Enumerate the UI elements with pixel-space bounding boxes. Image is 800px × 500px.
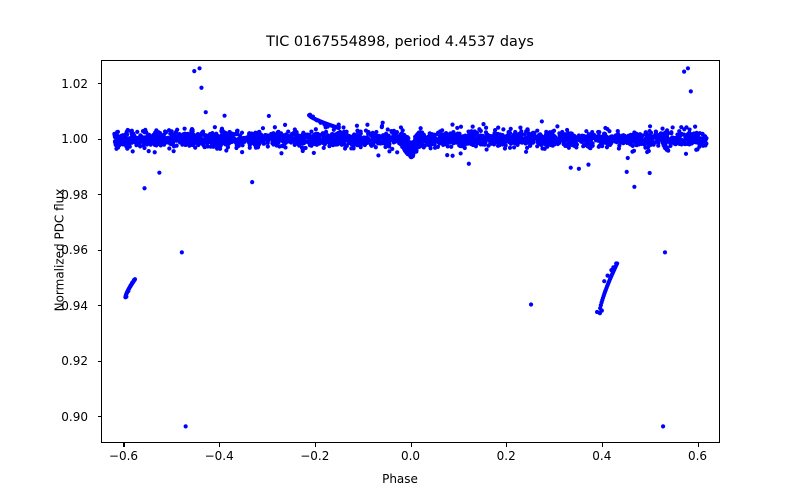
- y-tick-label: 0.90: [61, 409, 88, 424]
- y-tick-label: 0.94: [61, 298, 88, 313]
- x-tick-mark: [314, 443, 316, 447]
- y-tick-label: 1.02: [61, 76, 88, 91]
- x-tick-label: 0.4: [592, 449, 612, 463]
- x-tick-mark: [601, 443, 603, 447]
- scatter-plot-canvas: [101, 60, 720, 443]
- x-tick-label: 0.2: [496, 449, 516, 463]
- y-tick-mark: [97, 138, 101, 140]
- y-tick-label: 0.96: [61, 243, 88, 258]
- chart-title: TIC 0167554898, period 4.4537 days: [266, 34, 534, 50]
- x-axis-label: Phase: [382, 472, 418, 486]
- x-tick-label: 0.6: [687, 449, 708, 463]
- y-tick-mark: [97, 305, 101, 307]
- x-tick-mark: [410, 443, 412, 447]
- x-tick-label: −0.4: [204, 449, 234, 463]
- y-tick-mark: [97, 194, 101, 196]
- y-tick-label: 0.98: [61, 187, 88, 202]
- x-tick-label: −0.2: [300, 449, 330, 463]
- y-tick-mark: [97, 360, 101, 362]
- y-axis-label: Normalized PDC flux: [52, 188, 67, 312]
- x-tick-mark: [506, 443, 508, 447]
- y-tick-mark: [97, 249, 101, 251]
- x-tick-label: −0.6: [108, 449, 139, 463]
- y-tick-mark: [97, 416, 101, 418]
- x-tick-mark: [123, 443, 125, 447]
- x-tick-label: 0.0: [400, 449, 421, 463]
- x-tick-mark: [697, 443, 699, 447]
- y-tick-mark: [97, 83, 101, 85]
- x-tick-mark: [219, 443, 221, 447]
- y-tick-label: 0.92: [61, 354, 88, 369]
- y-tick-label: 1.00: [61, 132, 88, 147]
